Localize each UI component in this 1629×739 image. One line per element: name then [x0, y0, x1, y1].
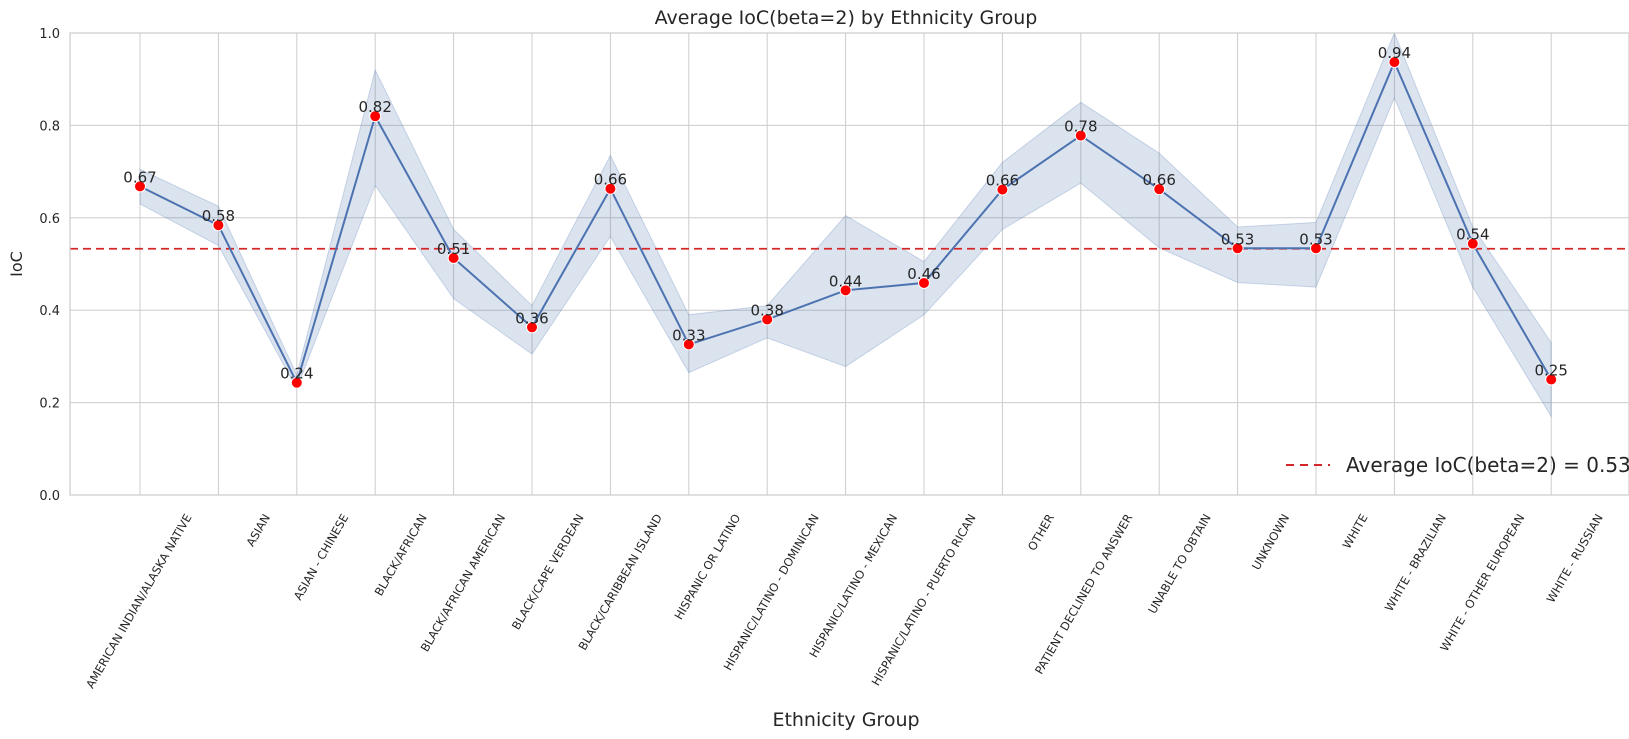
data-point — [290, 376, 303, 389]
data-value-label: 0.51 — [437, 240, 470, 258]
data-point — [1310, 242, 1322, 255]
data-value-label: 0.67 — [123, 168, 156, 186]
data-point — [1545, 373, 1558, 386]
data-point — [1153, 183, 1166, 196]
x-axis-ticks: AMERICAN INDIAN/ALASKA NATIVE ASIAN ASIAN … — [83, 511, 1606, 690]
plot-area — [70, 33, 1629, 495]
x-tick-label: OTHER — [1025, 511, 1057, 553]
data-value-label: 0.38 — [750, 301, 783, 319]
data-value-label: 0.82 — [358, 98, 391, 116]
x-tick-label: BLACK/CARIBBEAN ISLAND — [575, 511, 665, 652]
x-tick-label: WHITE — [1340, 512, 1371, 552]
data-value-label: 0.94 — [1378, 44, 1411, 62]
x-tick-label: WHITE - OTHER EUROPEAN — [1437, 512, 1527, 654]
data-point — [996, 183, 1009, 196]
x-tick-label: ASIAN — [243, 512, 273, 549]
x-tick-label: BLACK/AFRICAN — [372, 512, 430, 599]
data-value-label: 0.44 — [829, 272, 862, 290]
data-value-label: 0.54 — [1456, 226, 1489, 244]
data-value-label: 0.66 — [986, 172, 1019, 190]
x-tick-label: BLACK/CAPE VERDEAN — [509, 512, 587, 633]
x-tick-label: AMERICAN INDIAN/ALASKA NATIVE — [83, 512, 195, 691]
x-tick-label: PATIENT DECLINED TO ANSWER — [1032, 512, 1135, 677]
x-tick-label: HISPANIC OR LATINO — [672, 512, 744, 622]
ci-band — [139, 31, 1552, 419]
legend: Average IoC(beta=2) = 0.53 — [1286, 453, 1629, 477]
legend-average-label: Average IoC(beta=2) = 0.53 — [1346, 453, 1629, 477]
data-point — [212, 219, 225, 232]
data-value-label: 0.25 — [1534, 362, 1567, 380]
data-point — [369, 110, 382, 123]
data-point — [526, 321, 538, 334]
data-value-label: 0.33 — [672, 326, 705, 344]
plot-frame — [69, 32, 1629, 496]
x-tick-label: BLACK/AFRICAN AMERICAN — [418, 512, 508, 655]
data-value-label: 0.53 — [1221, 230, 1254, 248]
data-point — [918, 276, 930, 289]
data-point — [1074, 129, 1087, 142]
data-point — [1388, 56, 1401, 69]
data-value-label: 0.66 — [1142, 171, 1175, 189]
data-point — [839, 284, 852, 297]
data-value-label: 0.53 — [1299, 230, 1332, 248]
data-value-label: 0.66 — [594, 171, 627, 189]
x-tick-label: ASIAN - CHINESE — [291, 512, 352, 603]
data-point — [761, 313, 774, 326]
data-value-label: 0.46 — [907, 265, 940, 283]
x-tick-label: HISPANIC/LATINO - MEXICAN — [806, 512, 900, 661]
y-tick-label: 0.0 — [39, 489, 60, 504]
data-point — [1466, 237, 1479, 250]
data-value-label: 0.78 — [1064, 118, 1097, 136]
data-markers — [134, 56, 1558, 389]
confidence-band — [139, 31, 1552, 419]
x-tick-label: WHITE - RUSSIAN — [1544, 512, 1606, 606]
grid-lines — [70, 32, 1629, 496]
data-labels: 0.67 0.58 0.24 0.82 0.51 0.36 0.66 0.33 0.38 0.44… — [123, 44, 1568, 383]
y-tick-label: 0.2 — [39, 397, 60, 412]
data-point — [134, 180, 146, 193]
data-point — [447, 251, 460, 264]
y-axis-label: IoC — [7, 251, 26, 277]
data-point — [1231, 242, 1244, 255]
x-tick-label: WHITE - BRAZILIAN — [1382, 512, 1449, 614]
data-point — [682, 338, 695, 351]
data-point — [604, 182, 617, 195]
chart-title: Average IoC(beta=2) by Ethnicity Group — [655, 7, 1038, 29]
x-tick-label: HISPANIC/LATINO - DOMINICAN — [721, 512, 822, 673]
y-axis-ticks: 0.0 0.2 0.4 0.6 0.8 1.0 — [39, 27, 60, 504]
x-tick-label: UNKNOWN — [1249, 512, 1292, 573]
y-tick-label: 0.8 — [39, 119, 60, 134]
data-value-label: 0.58 — [202, 207, 235, 225]
data-value-label: 0.36 — [515, 309, 548, 327]
x-axis-label: Ethnicity Group — [772, 709, 919, 731]
y-tick-label: 1.0 — [39, 27, 60, 42]
y-tick-label: 0.6 — [39, 212, 60, 227]
y-tick-label: 0.4 — [39, 304, 60, 319]
x-tick-label: UNABLE TO OBTAIN — [1145, 512, 1214, 617]
data-value-label: 0.24 — [280, 365, 313, 383]
